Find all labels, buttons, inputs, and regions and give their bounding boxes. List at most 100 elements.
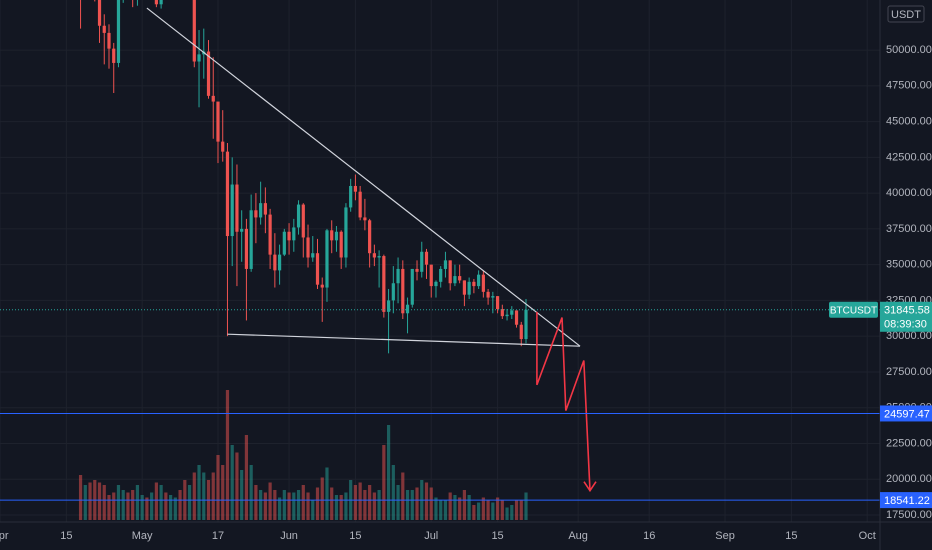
volume-bar [273,490,277,520]
candle-body [424,251,429,265]
candle-body [277,254,282,271]
x-tick-label: Apr [0,530,9,542]
y-tick-label: 27500.00 [886,366,932,378]
candle-body [320,284,324,288]
volume-bar [211,472,215,520]
level-label-box [880,492,932,509]
volume-bar [368,485,372,520]
volume-pane [78,390,528,520]
candle-body [306,237,310,258]
level-label: 18541.22 [884,495,930,507]
y-tick-label: 30000.00 [886,330,932,342]
volume-bar [150,492,154,520]
candle-body [296,204,301,228]
candle-body [311,253,315,258]
candle-body [273,254,277,271]
candle-body [396,268,400,284]
candle-body [391,283,395,301]
volume-bar [254,485,258,520]
candle-body [292,227,296,241]
volume-bar [495,497,500,520]
trendline [227,333,581,347]
volume-bar [382,445,386,520]
volume-bar [401,472,405,520]
candle-body [282,231,286,255]
level-label-box [880,405,932,422]
candle-body [467,281,471,295]
y-tick-label: 22500.00 [886,437,932,449]
x-tick-label: Jun [280,530,298,542]
volume-bar [240,470,244,520]
volume-bar [453,495,457,520]
volume-bar [268,482,272,520]
candle-body [415,268,419,272]
volume-bar [225,390,230,520]
volume-bar [410,490,414,520]
volume-bar [107,495,111,520]
projection-path [536,311,591,491]
candle-body [159,0,163,5]
candle-body [102,25,106,33]
volume-bar [443,500,448,520]
volume-bar [230,445,234,520]
candle-body [197,54,201,62]
trendline [146,7,581,347]
candle-body [443,260,448,269]
volume-bar [311,500,315,520]
current-price-box [880,301,932,332]
candle-body [524,309,528,340]
candle-body [453,276,457,284]
volume-bar [424,482,429,520]
y-tick-label: 47500.00 [886,80,932,92]
candle-body [344,207,348,258]
volume-bar [244,435,249,520]
volume-bar [386,425,391,520]
volume-bar [197,465,201,520]
candle-body [353,185,358,192]
candle-body [372,253,376,258]
volume-bar [458,497,462,520]
x-tick-label: Aug [568,530,588,542]
volume-bar [202,472,206,520]
volume-bar [396,485,400,520]
volume-bar [168,495,173,520]
volume-bar [306,492,310,520]
volume-bar [377,490,381,520]
candle-body [325,230,329,288]
volume-bar [145,497,149,520]
candle-body [377,256,381,258]
candle-body [211,95,215,102]
currency-box[interactable] [887,5,925,23]
volume-bar [83,485,87,520]
projection-arrowhead [583,481,597,493]
candle-body [405,304,410,314]
volume-bar [514,500,519,520]
y-tick-label: 42500.00 [886,151,932,163]
volume-bar [102,485,106,520]
candle-body [434,281,438,287]
volume-bar [491,502,495,520]
volume-bar [135,485,140,520]
level-label: 24597.47 [884,408,930,420]
volume-bar [221,465,225,520]
candle-body [505,314,509,317]
x-tick-label: 17 [212,530,224,542]
candle-body [334,231,339,241]
volume-bar [429,487,433,520]
volume-bar [505,507,509,520]
volume-bar [296,490,301,520]
candle-body [448,260,452,284]
candle-body [486,291,490,298]
x-tick-label: 15 [60,530,72,542]
candle-body [216,101,220,142]
y-tick-label: 20000.00 [886,473,932,485]
volume-bar [126,492,130,520]
volume-bar [88,482,92,520]
x-tick-label: 15 [491,530,503,542]
volume-bar [164,492,168,520]
candle-body [287,231,291,241]
volume-bar [140,495,144,520]
volume-bar [320,477,324,520]
volume-bar [325,467,329,520]
